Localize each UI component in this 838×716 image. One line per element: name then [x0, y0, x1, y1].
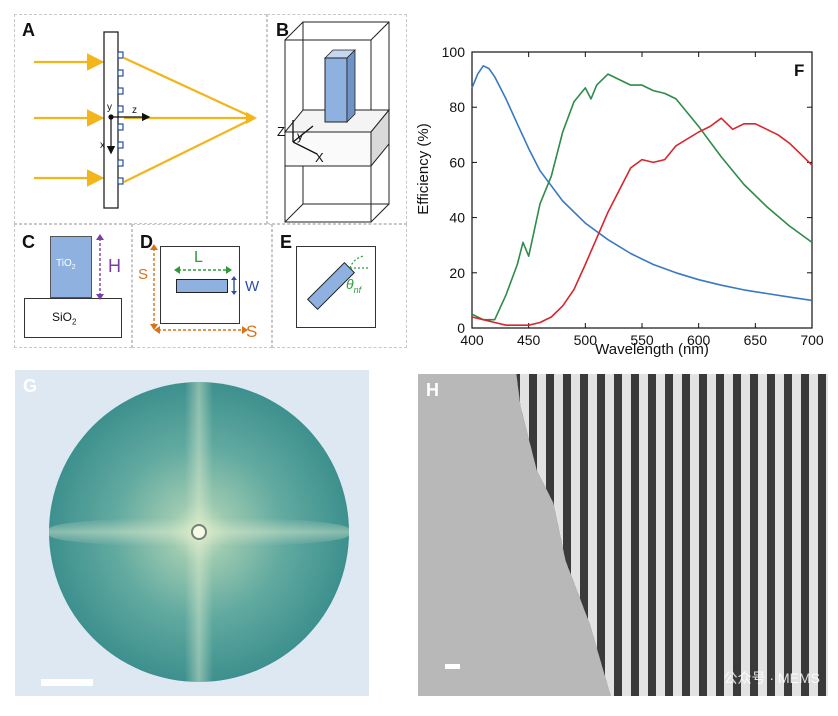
axis-y-label: y: [107, 102, 112, 113]
substrate-block: [283, 108, 391, 168]
axis-z-label: z: [132, 105, 137, 116]
y-tick-label: 100: [442, 44, 466, 60]
length-label: L: [194, 249, 203, 266]
chart-axes: [471, 51, 813, 329]
height-label: H: [108, 256, 121, 276]
x-tick-label: 450: [517, 332, 541, 348]
nanofin-rect: [176, 279, 228, 293]
panel-f-label: F: [794, 61, 804, 80]
chart-xlabel: Wavelength (nm): [595, 341, 709, 358]
period-vertical-label: S: [138, 266, 149, 283]
x-tick-label: 700: [800, 332, 824, 348]
height-dimension: [96, 234, 104, 300]
panel-a-diagram: y z x: [34, 31, 257, 209]
sem-nanofin-array: [516, 374, 828, 696]
substrate-block: [24, 298, 122, 338]
panel-h-label: H: [426, 380, 439, 400]
panel-c-frame: [14, 224, 132, 348]
axis-x-label: x: [100, 140, 105, 151]
metalens-photo: G: [15, 370, 369, 696]
plot-frame: [471, 51, 813, 329]
substrate-material-label: SiO2: [52, 310, 77, 327]
rotation-angle-label: θnf: [346, 276, 362, 295]
pillar-block: [50, 236, 92, 298]
panel-c-label: C: [22, 232, 35, 252]
scale-bar: [41, 679, 93, 686]
panel-e-label: E: [280, 232, 293, 252]
x-tick-label: 550: [630, 332, 654, 348]
period-horizontal-label: S: [246, 322, 258, 341]
chart-ylabel: Efficiency (%): [415, 123, 432, 214]
axis-y-label: y: [297, 129, 303, 143]
d-dimensions: [150, 244, 248, 334]
focused-rays: [123, 57, 255, 183]
width-label: W: [245, 278, 260, 295]
chart-series: [471, 65, 813, 326]
y-tick-label: 60: [449, 154, 465, 170]
axis-x-label: X: [315, 150, 324, 165]
panel-g-label: G: [23, 376, 38, 396]
panel-b-label: B: [276, 20, 289, 40]
watermark-text: 公众号 · MEMS: [723, 670, 820, 686]
panel-d-label: D: [140, 232, 153, 252]
panel-b-diagram: Z y X: [277, 21, 391, 223]
panel-d-frame: [132, 224, 272, 348]
panel-a-frame: [14, 14, 267, 224]
series-line-blue: [471, 65, 813, 302]
series-line-red: [471, 117, 813, 326]
x-tick-label: 650: [744, 332, 768, 348]
series-line-green: [471, 73, 813, 321]
panel-e-frame: [272, 224, 407, 348]
x-tick-label: 400: [460, 332, 484, 348]
y-tick-label: 40: [449, 210, 465, 226]
disc-center-spot: [191, 524, 207, 540]
panel-b-frame: [267, 14, 407, 224]
y-tick-label: 20: [449, 265, 465, 281]
incident-rays: [34, 53, 105, 187]
x-tick-label: 600: [687, 332, 711, 348]
panel-a-label: A: [22, 20, 35, 40]
chart-ticks: 400 450 500 550 600 650 700 0 20 40 60 80 100: [442, 44, 824, 348]
pillar-material-label: TiO2: [56, 258, 76, 271]
sem-scale-bar: [445, 664, 460, 669]
efficiency-chart: 400 450 500 550 600 650 700 0 20 40 60 80 100 Wavele…: [415, 44, 824, 358]
axis-z-label: Z: [277, 124, 285, 139]
x-tick-label: 500: [574, 332, 598, 348]
y-tick-label: 0: [457, 320, 465, 336]
nanopillar: [324, 49, 356, 123]
sem-photo: H 公众号 · MEMS: [418, 374, 828, 696]
rotated-nanofin: [306, 255, 368, 311]
y-tick-label: 80: [449, 99, 465, 115]
